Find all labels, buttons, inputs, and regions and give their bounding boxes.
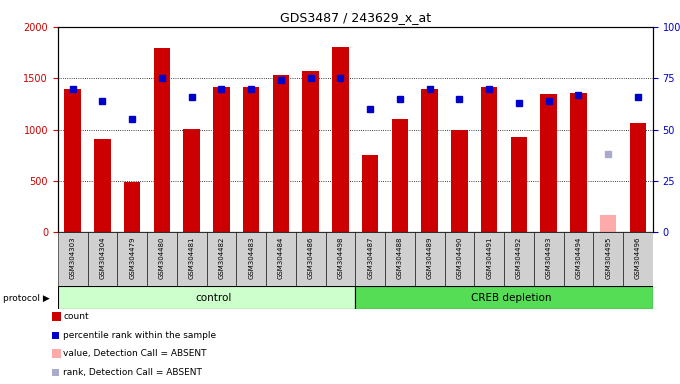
Bar: [184, 129, 200, 232]
Text: value, Detection Call = ABSENT: value, Detection Call = ABSENT: [63, 349, 207, 358]
Bar: [623, 232, 653, 286]
Text: GSM304490: GSM304490: [456, 237, 462, 279]
Bar: [355, 232, 385, 286]
Text: GSM304304: GSM304304: [99, 237, 105, 279]
Bar: [266, 232, 296, 286]
Bar: [95, 139, 111, 232]
Bar: [630, 123, 646, 232]
Bar: [571, 93, 587, 232]
Bar: [385, 232, 415, 286]
Bar: [452, 130, 468, 232]
Bar: [481, 88, 497, 232]
Bar: [296, 232, 326, 286]
Text: GSM304498: GSM304498: [337, 237, 343, 279]
Text: GSM304482: GSM304482: [218, 237, 224, 279]
Text: GSM304486: GSM304486: [307, 237, 313, 279]
Bar: [511, 137, 527, 232]
Bar: [303, 71, 319, 232]
Bar: [445, 232, 475, 286]
Bar: [564, 232, 593, 286]
Text: count: count: [63, 312, 89, 321]
Text: GSM304494: GSM304494: [575, 237, 581, 279]
Bar: [392, 119, 408, 232]
Text: GSM304491: GSM304491: [486, 237, 492, 279]
Text: GSM304493: GSM304493: [545, 237, 551, 279]
Text: GSM304487: GSM304487: [367, 237, 373, 279]
Text: rank, Detection Call = ABSENT: rank, Detection Call = ABSENT: [63, 367, 202, 377]
Text: control: control: [196, 293, 232, 303]
Bar: [214, 88, 230, 232]
Bar: [65, 88, 81, 232]
Bar: [600, 215, 616, 232]
Bar: [415, 232, 445, 286]
Bar: [58, 232, 88, 286]
Bar: [154, 48, 170, 232]
Bar: [326, 232, 355, 286]
Text: GSM304496: GSM304496: [635, 237, 641, 279]
Bar: [207, 232, 237, 286]
Bar: [118, 232, 147, 286]
Bar: [273, 75, 289, 232]
Text: GSM304483: GSM304483: [248, 237, 254, 279]
Text: GSM304480: GSM304480: [159, 237, 165, 279]
Text: GSM304303: GSM304303: [69, 237, 75, 279]
Bar: [541, 94, 557, 232]
Bar: [177, 232, 207, 286]
Bar: [355, 286, 653, 309]
Text: GSM304479: GSM304479: [129, 237, 135, 279]
Bar: [593, 232, 623, 286]
Text: GSM304488: GSM304488: [397, 237, 403, 279]
Bar: [422, 88, 438, 232]
Text: GSM304481: GSM304481: [188, 237, 194, 279]
Text: percentile rank within the sample: percentile rank within the sample: [63, 331, 216, 340]
Bar: [237, 232, 266, 286]
Bar: [504, 232, 534, 286]
Text: protocol ▶: protocol ▶: [3, 294, 50, 303]
Text: GSM304492: GSM304492: [516, 237, 522, 279]
Bar: [362, 155, 378, 232]
Bar: [58, 286, 355, 309]
Text: GSM304484: GSM304484: [278, 237, 284, 279]
Bar: [333, 47, 349, 232]
Text: GSM304495: GSM304495: [605, 237, 611, 279]
Text: CREB depletion: CREB depletion: [471, 293, 551, 303]
Bar: [534, 232, 564, 286]
Title: GDS3487 / 243629_x_at: GDS3487 / 243629_x_at: [279, 11, 431, 24]
Bar: [243, 88, 259, 232]
Bar: [124, 182, 140, 232]
Bar: [475, 232, 504, 286]
Bar: [147, 232, 177, 286]
Text: GSM304489: GSM304489: [426, 237, 432, 279]
Bar: [88, 232, 118, 286]
